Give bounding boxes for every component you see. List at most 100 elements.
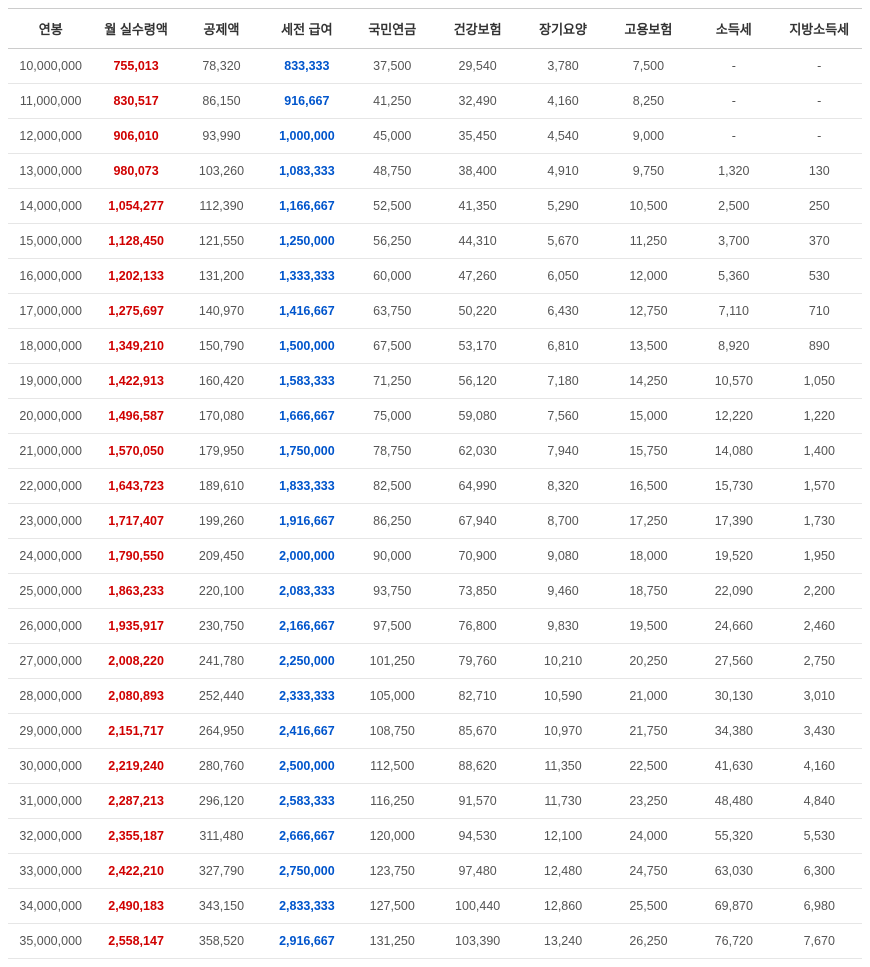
table-cell: 9,460 (520, 574, 605, 609)
table-cell: 1,054,277 (93, 189, 178, 224)
table-cell: 23,250 (606, 784, 691, 819)
table-cell: 2,490,183 (93, 889, 178, 924)
table-cell: 12,750 (606, 294, 691, 329)
table-cell: 18,750 (606, 574, 691, 609)
table-cell: 10,500 (606, 189, 691, 224)
table-cell: 12,000,000 (8, 119, 93, 154)
table-cell: 35,450 (435, 119, 520, 154)
table-cell: 5,670 (520, 224, 605, 259)
table-cell: 17,390 (691, 504, 776, 539)
table-cell: 1,950 (777, 539, 862, 574)
table-cell: 31,000,000 (8, 784, 93, 819)
table-cell: 1,400 (777, 434, 862, 469)
table-cell: 1,050 (777, 364, 862, 399)
table-cell: 76,720 (691, 924, 776, 959)
table-cell: 1,320 (691, 154, 776, 189)
table-cell: 280,760 (179, 749, 264, 784)
table-cell: 1,583,333 (264, 364, 349, 399)
table-cell: 32,490 (435, 84, 520, 119)
table-row: 11,000,000830,51786,150916,66741,25032,4… (8, 84, 862, 119)
table-row: 25,000,0001,863,233220,1002,083,33393,75… (8, 574, 862, 609)
table-cell: 14,250 (606, 364, 691, 399)
table-cell: 189,610 (179, 469, 264, 504)
table-cell: 38,400 (435, 154, 520, 189)
table-cell: - (691, 84, 776, 119)
table-cell: 9,830 (520, 609, 605, 644)
table-cell: 28,000,000 (8, 679, 93, 714)
table-cell: 63,030 (691, 854, 776, 889)
table-cell: 916,667 (264, 84, 349, 119)
table-cell: 17,250 (606, 504, 691, 539)
table-cell: 33,000,000 (8, 854, 93, 889)
table-cell: 30,000,000 (8, 749, 93, 784)
table-cell: 14,080 (691, 434, 776, 469)
table-cell: 3,010 (777, 679, 862, 714)
table-cell: 32,000,000 (8, 819, 93, 854)
table-cell: 1,128,450 (93, 224, 178, 259)
table-cell: 93,990 (179, 119, 264, 154)
table-cell: 6,050 (520, 259, 605, 294)
table-cell: 29,000,000 (8, 714, 93, 749)
table-cell: 8,700 (520, 504, 605, 539)
table-cell: 97,480 (435, 854, 520, 889)
table-cell: 16,500 (606, 469, 691, 504)
table-row: 10,000,000755,01378,320833,33337,50029,5… (8, 49, 862, 84)
table-cell: 22,000,000 (8, 469, 93, 504)
table-cell: 73,850 (435, 574, 520, 609)
table-cell: 120,000 (350, 819, 435, 854)
table-cell: 78,750 (350, 434, 435, 469)
table-cell: 358,520 (179, 924, 264, 959)
table-cell: 370 (777, 224, 862, 259)
column-header: 소득세 (691, 9, 776, 49)
table-cell: 264,950 (179, 714, 264, 749)
table-cell: 296,120 (179, 784, 264, 819)
column-header: 고용보험 (606, 9, 691, 49)
table-cell: 15,000,000 (8, 224, 93, 259)
table-cell: 2,200 (777, 574, 862, 609)
table-cell: 11,730 (520, 784, 605, 819)
table-cell: - (691, 119, 776, 154)
table-row: 33,000,0002,422,210327,7902,750,000123,7… (8, 854, 862, 889)
table-cell: 19,520 (691, 539, 776, 574)
table-row: 21,000,0001,570,050179,9501,750,00078,75… (8, 434, 862, 469)
table-cell: 5,290 (520, 189, 605, 224)
table-cell: 19,000,000 (8, 364, 93, 399)
table-cell: 85,670 (435, 714, 520, 749)
table-cell: 1,275,697 (93, 294, 178, 329)
table-cell: 45,000 (350, 119, 435, 154)
table-cell: 10,590 (520, 679, 605, 714)
table-cell: 52,500 (350, 189, 435, 224)
table-cell: 2,500,000 (264, 749, 349, 784)
table-cell: 7,500 (606, 49, 691, 84)
table-cell: 2,151,717 (93, 714, 178, 749)
table-cell: 755,013 (93, 49, 178, 84)
table-cell: 6,980 (777, 889, 862, 924)
table-cell: - (777, 49, 862, 84)
table-row: 26,000,0001,935,917230,7502,166,66797,50… (8, 609, 862, 644)
table-cell: 34,000,000 (8, 889, 93, 924)
table-cell: 100,440 (435, 889, 520, 924)
table-cell: 7,560 (520, 399, 605, 434)
table-cell: 29,540 (435, 49, 520, 84)
table-cell: 12,220 (691, 399, 776, 434)
table-cell: 15,750 (606, 434, 691, 469)
column-header: 건강보험 (435, 9, 520, 49)
salary-table: 연봉월 실수령액공제액세전 급여국민연금건강보험장기요양고용보험소득세지방소득세… (8, 8, 862, 959)
table-row: 24,000,0001,790,550209,4502,000,00090,00… (8, 539, 862, 574)
table-cell: 11,250 (606, 224, 691, 259)
table-cell: 1,250,000 (264, 224, 349, 259)
table-cell: 3,780 (520, 49, 605, 84)
table-cell: 8,320 (520, 469, 605, 504)
table-cell: 1,500,000 (264, 329, 349, 364)
table-cell: 24,000 (606, 819, 691, 854)
table-cell: 9,750 (606, 154, 691, 189)
table-cell: 97,500 (350, 609, 435, 644)
table-cell: 47,260 (435, 259, 520, 294)
table-cell: 15,000 (606, 399, 691, 434)
table-cell: 67,940 (435, 504, 520, 539)
table-row: 32,000,0002,355,187311,4802,666,667120,0… (8, 819, 862, 854)
column-header: 월 실수령액 (93, 9, 178, 49)
table-cell: 50,220 (435, 294, 520, 329)
table-cell: 1,220 (777, 399, 862, 434)
table-cell: 108,750 (350, 714, 435, 749)
